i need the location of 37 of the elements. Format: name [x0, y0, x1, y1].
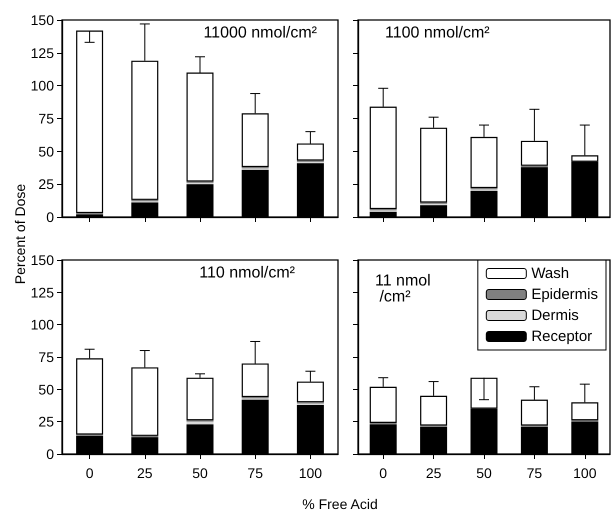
x-tick-label: 0 — [379, 465, 388, 481]
x-tick-label: 75 — [526, 465, 542, 481]
x-tick-label: 50 — [476, 465, 492, 481]
chart-title: 1100 nmol/cm² — [385, 24, 490, 42]
text: 11 nmol /cm² — [375, 272, 431, 306]
legend-label: Receptor — [531, 328, 592, 345]
y-tick-label: 50 — [38, 381, 54, 398]
y-tick-label: 125 — [30, 44, 54, 61]
x-tick-label: 75 — [247, 465, 264, 481]
y-axis-title: Percent of Dose — [12, 182, 28, 286]
y-tick-label: 125 — [30, 284, 54, 300]
y-tick-label: 150 — [30, 252, 54, 268]
y-tick-label: 75 — [38, 349, 54, 365]
x-tick-label: 0 — [86, 465, 94, 481]
bar — [76, 30, 104, 214]
x-tick-label: 50 — [192, 465, 208, 481]
legend-label: Wash — [531, 265, 570, 282]
bar — [186, 422, 214, 424]
bar — [186, 378, 214, 420]
chart-title: 110 nmol/cm² — [199, 264, 296, 282]
y-tick-label: 25 — [38, 414, 54, 430]
x-tick-label: 100 — [298, 465, 322, 481]
y-tick-label: 100 — [30, 78, 54, 94]
y-tick-label: 150 — [30, 12, 54, 28]
y-tick-label: 50 — [38, 143, 54, 160]
legend-label: Epidermis — [531, 286, 598, 303]
legend-label: Dermis — [531, 307, 579, 324]
chart-title: 11000 nmol/cm² — [203, 24, 318, 42]
y-tick-label: 0 — [46, 209, 54, 225]
x-axis-title: % Free Acid — [301, 496, 379, 512]
x-tick-label: 25 — [426, 465, 442, 481]
x-tick-label: 100 — [573, 465, 597, 481]
y-tick-label: 75 — [38, 110, 54, 126]
y-tick-label: 25 — [38, 176, 54, 192]
y-tick-label: 0 — [46, 446, 54, 462]
x-tick-label: 25 — [137, 465, 153, 481]
y-tick-label: 100 — [30, 316, 54, 333]
